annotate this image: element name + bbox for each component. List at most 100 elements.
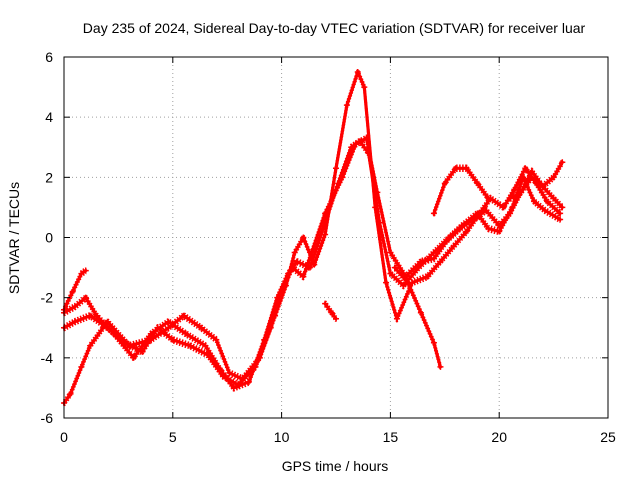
grid [64,57,608,418]
data-point [67,390,74,397]
data-point [104,324,111,331]
data-point [441,180,448,187]
data-point [322,300,329,307]
data-point [485,225,492,232]
data-point [474,180,481,187]
data-point [165,324,172,331]
data-point [470,216,477,223]
series-markers [509,159,564,197]
y-tick-label: 2 [45,169,53,185]
data-point [226,369,233,376]
data-point [300,234,307,241]
data-point [69,288,76,295]
data-point [165,318,172,325]
data-point [213,336,220,343]
data-point [463,228,470,235]
data-point [457,225,464,232]
x-tick-label: 0 [60,429,68,445]
data-point [204,351,211,358]
data-point [352,141,359,148]
y-tick-label: 4 [45,109,53,125]
data-point [354,69,361,76]
data-point [387,270,394,277]
data-point [104,318,111,325]
data-point [82,294,89,301]
data-point [404,279,411,286]
y-tick-label: 0 [45,230,53,246]
data-point [322,210,329,217]
data-point [483,207,490,214]
data-point [507,210,514,217]
data-point [443,237,450,244]
data-point [289,264,296,271]
data-point [300,273,307,280]
data-point [417,258,424,265]
series-arc-6 [391,264,444,370]
series-line [508,160,564,200]
data-point [71,303,78,310]
data-point [383,279,390,286]
data-point [278,288,285,295]
data-point [485,195,492,202]
series-arc-5 [322,300,339,322]
data-point [339,174,346,181]
data-point [430,339,437,346]
data-point [557,210,564,217]
data-point [187,342,194,349]
series-markers [393,264,442,365]
y-tick-label: -2 [41,290,54,306]
data-point [245,378,252,385]
axes: 0 5 10 15 20 25 -6 -4 -2 0 2 4 6 [41,49,616,445]
data-point [87,312,94,319]
data-point [202,342,209,349]
x-tick-label: 10 [274,429,290,445]
series-markers [393,269,442,370]
series-arc-8 [507,159,566,202]
y-tick-label: 6 [45,49,53,65]
y-tick-label: -4 [41,350,54,366]
data-point [387,249,394,256]
x-tick-label: 15 [383,429,399,445]
data-point [87,342,94,349]
y-axis-label: SDTVAR / TECUs [6,182,22,294]
data-point [507,195,514,202]
data-point [544,198,551,205]
data-point [130,354,137,361]
data-series [61,68,566,407]
y-tick-label: -6 [41,410,54,426]
data-point [559,204,566,211]
data-point [252,363,259,370]
data-point [198,324,205,331]
data-point [437,258,444,265]
series-markers [62,73,561,407]
chart-title: Day 235 of 2024, Sidereal Day-to-day VTE… [83,20,586,36]
data-point [361,84,368,91]
data-point [393,315,400,322]
data-point [511,186,518,193]
series-arc-7 [430,164,492,217]
x-tick-label: 25 [600,429,616,445]
data-point [391,264,398,271]
data-point [235,381,242,388]
data-point [374,189,381,196]
data-point [139,348,146,355]
x-tick-label: 20 [491,429,507,445]
data-point [517,189,524,196]
data-point [430,210,437,217]
data-point [182,330,189,337]
data-point [400,282,407,289]
data-point [121,339,128,346]
data-point [376,219,383,226]
data-point [522,165,529,172]
data-point [520,174,527,181]
data-point [557,216,564,223]
data-point [424,273,431,280]
data-point [291,249,298,256]
data-point [550,195,557,202]
data-point [219,372,226,379]
series-markers [62,272,87,313]
data-point [430,255,437,262]
series-arc-3 [61,134,566,389]
data-point [539,183,546,190]
